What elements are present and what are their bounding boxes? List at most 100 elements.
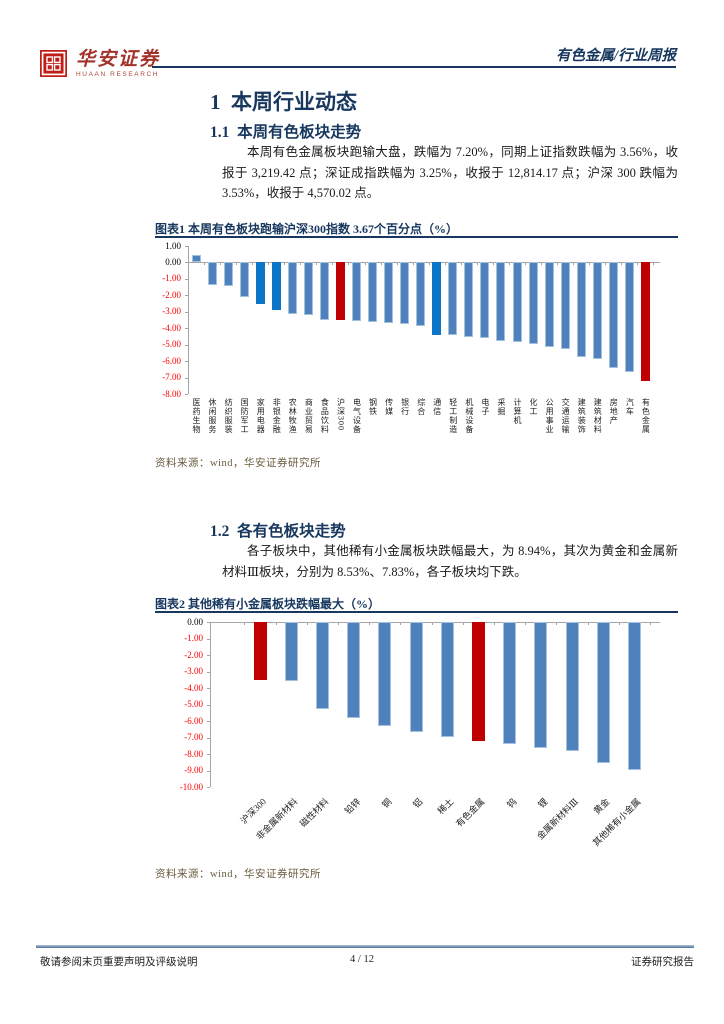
x-axis-label: 锂 — [535, 796, 550, 810]
section-1-heading: 1 本周行业动态 — [210, 90, 357, 114]
x-axis-label: 铜 — [379, 796, 394, 810]
category-tick — [338, 622, 339, 625]
x-axis-label: 综合 — [416, 398, 426, 416]
category-tick — [637, 262, 639, 266]
y-axis-tick-label: -7.00 — [184, 732, 203, 742]
category-tick — [300, 262, 302, 266]
x-axis-label: 汽车 — [625, 398, 635, 416]
footer-report-type: 证券研究报告 — [631, 957, 694, 968]
chart-bar — [253, 622, 267, 681]
y-axis-line — [210, 622, 211, 787]
category-tick — [541, 262, 543, 266]
chart-bar — [384, 262, 394, 323]
y-axis-tick — [207, 770, 210, 772]
category-tick — [494, 622, 495, 625]
y-axis-tick — [185, 278, 188, 280]
y-axis-tick-label: -9.00 — [184, 765, 203, 775]
y-axis-tick — [207, 622, 210, 623]
chart-bar — [480, 262, 490, 339]
x-axis-label: 采掘 — [496, 398, 506, 416]
category-tick — [220, 262, 222, 266]
report-type-label: 有色金属/行业周报 — [555, 48, 676, 64]
category-tick — [412, 262, 414, 266]
y-axis-tick-label: -5.00 — [184, 699, 203, 709]
x-axis-label: 纺织服装 — [224, 398, 234, 434]
category-tick — [650, 622, 651, 625]
header-divider — [152, 66, 676, 68]
section-1-1-heading: 1.1 本周有色板块走势 — [210, 124, 362, 141]
y-axis-tick — [207, 787, 210, 788]
x-axis-label: 钢铁 — [368, 398, 378, 416]
category-tick — [187, 262, 189, 266]
y-axis-tick-label: 0.00 — [187, 616, 203, 627]
x-axis-label: 电子 — [480, 398, 490, 416]
y-axis-tick — [185, 328, 188, 330]
y-axis-tick-label: -4.00 — [184, 682, 203, 693]
chart-bar — [409, 622, 423, 733]
y-axis-tick-label: -7.00 — [162, 372, 181, 383]
category-tick — [244, 622, 246, 625]
chart-bar — [576, 262, 586, 358]
category-tick — [284, 262, 286, 266]
chart-bar — [287, 262, 297, 315]
x-axis-label: 钨 — [504, 796, 519, 810]
x-axis-label: 铝 — [411, 796, 425, 810]
category-tick — [380, 262, 382, 266]
chart-bar — [207, 262, 217, 285]
y-axis-tick-label: -3.00 — [184, 666, 203, 676]
zero-axis-line — [210, 622, 660, 623]
figure-1-bar-chart: 1.00 0.00 -1.00 -2.00 -3.00 -4.00 -5.00 -6.00 -7… — [155, 240, 676, 454]
x-axis-label: 医药生物 — [192, 398, 201, 434]
y-axis-tick-label: -5.00 — [162, 339, 181, 350]
chart-bar — [528, 262, 538, 345]
x-axis-label: 化工 — [529, 398, 539, 416]
category-tick — [444, 262, 446, 266]
chart-bar — [319, 262, 329, 320]
x-axis-label: 公用事业 — [545, 398, 555, 434]
chart-bar — [640, 262, 650, 381]
category-tick — [587, 622, 589, 625]
brand-subtitle: HUAAN RESEARCH — [76, 71, 160, 78]
chart-bar — [496, 262, 506, 342]
y-axis-tick — [207, 671, 210, 673]
x-axis-label: 非银金融 — [272, 398, 282, 434]
y-axis-tick-label: -4.00 — [162, 322, 181, 333]
x-axis-label: 轻工制造 — [448, 398, 458, 434]
chart-bar — [534, 622, 548, 748]
figure-2-source: 资料来源：wind，华安证券研究所 — [155, 869, 321, 880]
chart-bar — [271, 262, 281, 311]
chart-bar — [471, 622, 485, 741]
chart-bar — [627, 622, 641, 770]
category-tick — [428, 262, 430, 266]
category-tick — [525, 622, 527, 625]
y-axis-tick-label: -8.00 — [184, 748, 203, 759]
x-axis-label: 食品饮料 — [320, 398, 330, 434]
chart-bar — [448, 262, 458, 336]
y-axis-tick — [185, 377, 188, 379]
x-axis-label: 交通运输 — [561, 398, 571, 434]
chart-bar — [464, 262, 474, 338]
chart-bar — [596, 622, 610, 763]
y-axis-tick — [207, 704, 210, 706]
y-axis-tick-label: -2.00 — [184, 649, 203, 660]
chart-bar — [191, 255, 201, 263]
figure-1-source: 资料来源：wind，华安证券研究所 — [155, 458, 321, 469]
x-axis-label: 银行 — [400, 398, 410, 416]
chart-bar — [624, 262, 634, 373]
chart-bar — [440, 622, 454, 737]
y-axis-tick — [207, 737, 210, 739]
chart-bar — [400, 262, 410, 324]
x-axis-label: 农林牧渔 — [288, 398, 298, 434]
y-axis-tick — [207, 655, 210, 656]
chart-bar — [592, 262, 602, 359]
y-axis-tick-label: 1.00 — [165, 240, 181, 251]
chart-bar — [347, 622, 361, 718]
y-axis-tick-label: 0.00 — [165, 256, 181, 267]
x-axis-label: 商业贸易 — [304, 398, 314, 434]
huaan-seal-icon — [40, 50, 67, 77]
x-axis-label: 铅锌 — [342, 796, 363, 817]
figure-1-title: 图表1 本周有色板块跑输沪深300指数 3.67个百分点（%） — [155, 222, 459, 236]
y-axis-tick-label: -10.00 — [179, 781, 203, 792]
category-tick — [556, 622, 558, 625]
category-tick — [306, 622, 308, 625]
